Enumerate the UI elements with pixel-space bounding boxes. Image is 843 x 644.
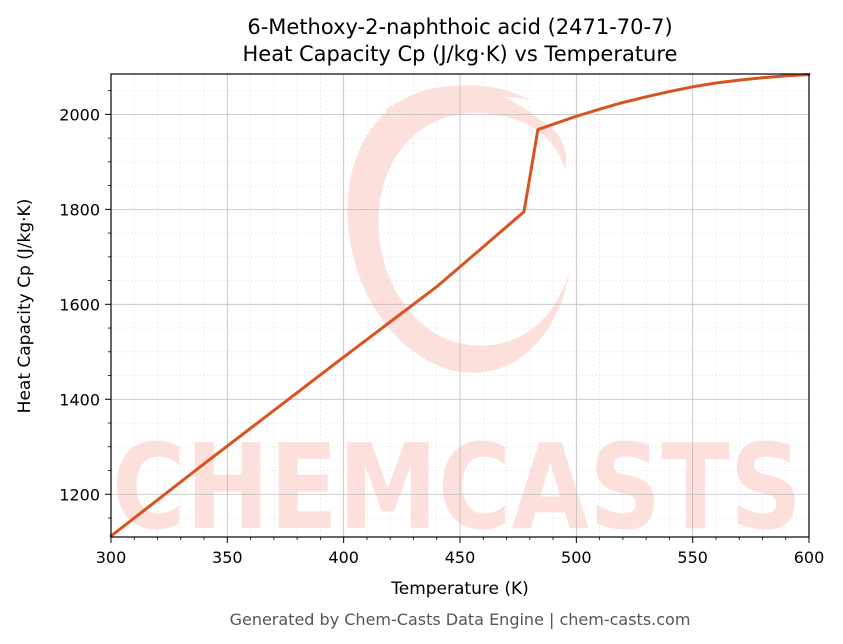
y-tick-label: 2000 bbox=[59, 105, 100, 124]
watermark-logo-icon bbox=[347, 85, 570, 373]
axis-ticks: 300 350 400 450 500 550 600 1200 1400 1600 1800 200… bbox=[59, 90, 825, 567]
x-tick-label: 450 bbox=[445, 548, 476, 567]
series-line bbox=[109, 72, 811, 538]
y-tick-label: 1400 bbox=[59, 390, 100, 409]
y-tick-label: 1600 bbox=[59, 295, 100, 314]
y-axis-label: Heat Capacity Cp (J/kg·K) bbox=[15, 199, 35, 414]
y-tick-label: 1200 bbox=[59, 485, 100, 504]
plot-frame bbox=[110, 73, 810, 538]
x-tick-label: 500 bbox=[561, 548, 592, 567]
x-axis-label: Temperature (K) bbox=[390, 579, 529, 599]
x-tick-label: 600 bbox=[794, 548, 825, 567]
chart-title: 6-Methoxy-2-naphthoic acid (2471-70-7) bbox=[247, 15, 672, 39]
x-tick-label: 300 bbox=[96, 548, 127, 567]
x-tick-label: 350 bbox=[212, 548, 243, 567]
grid bbox=[110, 74, 810, 537]
footer-credit: Generated by Chem-Casts Data Engine | ch… bbox=[230, 610, 691, 629]
y-tick-label: 1800 bbox=[59, 200, 100, 219]
watermark: CHEMCASTS bbox=[112, 85, 802, 556]
watermark-text: CHEMCASTS bbox=[112, 418, 802, 556]
chart-subtitle: Heat Capacity Cp (J/kg·K) vs Temperature bbox=[243, 42, 678, 66]
x-tick-label: 550 bbox=[677, 548, 708, 567]
x-tick-label: 400 bbox=[328, 548, 359, 567]
series-layer bbox=[109, 72, 811, 538]
